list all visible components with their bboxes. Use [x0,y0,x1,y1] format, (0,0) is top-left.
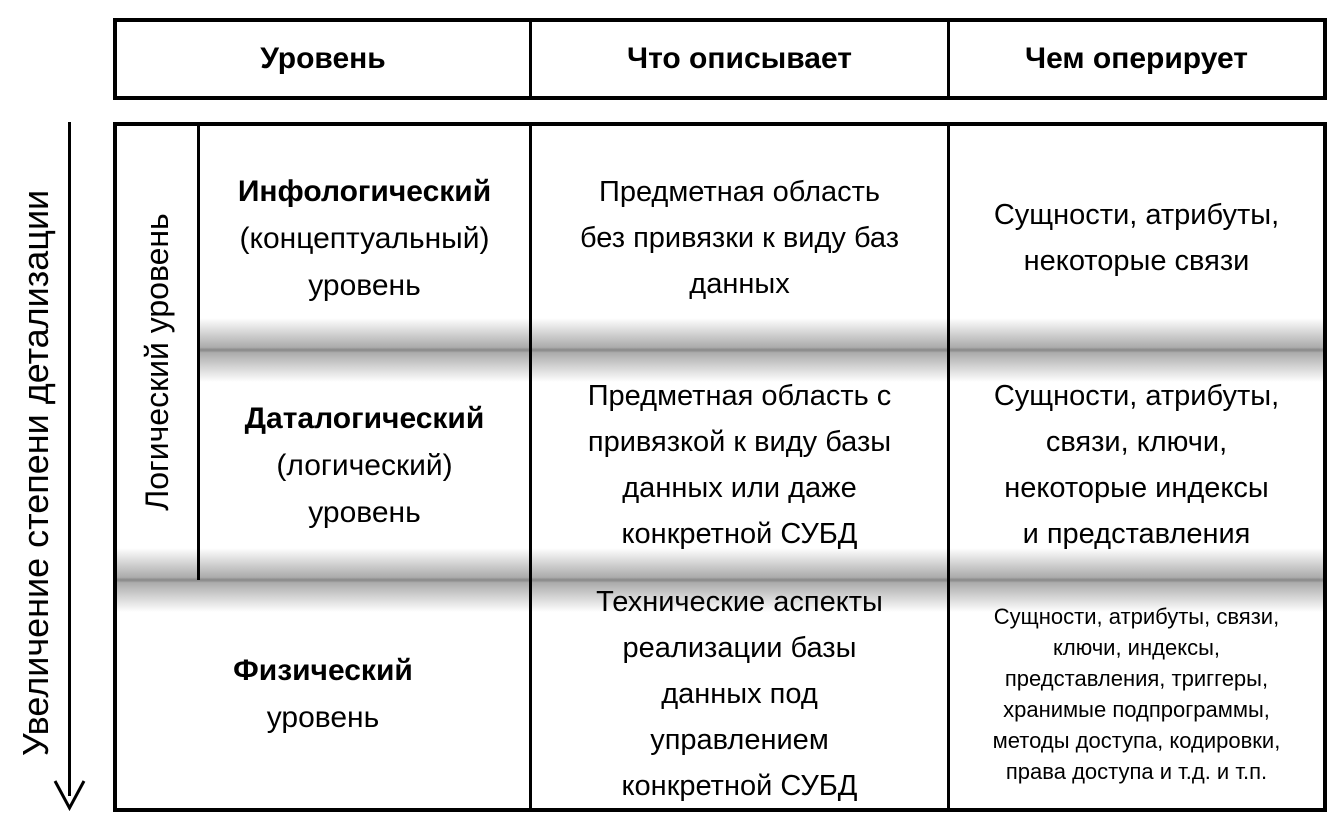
levels-table: Логический уровень Инфологический (конце… [113,122,1327,812]
cell-level-datalogical: Даталогический (логический) уровень [200,350,529,580]
cell-operates-datalogical: Сущности, атрибуты, связи, ключи, некото… [993,380,1280,550]
level-name-bold: Физический [233,654,413,687]
cell-describes-infological: Предметная область без привязки к виду б… [579,176,900,300]
row-separator-band-1 [200,318,1323,382]
header-divider-2 [947,22,950,96]
cell-operates-infological: Сущности, атрибуты, некоторые связи [993,199,1280,277]
arrow-down-icon [53,122,86,812]
header-cell-operates: Чем оперирует [1025,42,1248,75]
cell-level-infological: Инфологический (концептуальный) уровень [200,126,529,350]
column-divider-2 [947,126,950,808]
level-name-rest: уровень [266,701,380,734]
cell-describes-physical: Технические аспекты реализации базы данн… [596,586,883,802]
level-name-rest: (концептуальный) уровень [239,221,490,302]
logical-level-group-label: Логический уровень [139,213,175,511]
level-name-bold: Даталогический [244,401,485,435]
header-row: Уровень Что описывает Чем оперирует [113,18,1327,100]
cell-level-physical: Физический уровень [117,580,529,808]
level-name-bold: Инфологический [237,174,492,208]
header-cell-level: Уровень [260,42,386,75]
cell-describes-datalogical: Предметная область с привязкой к виду ба… [587,380,892,550]
row-separator-band-2 [117,548,1323,612]
group-column-divider [197,126,200,580]
header-cell-describes: Что описывает [627,42,852,75]
column-divider-1 [529,126,532,808]
header-divider-1 [529,22,532,96]
cell-operates-physical: Сущности, атрибуты, связи, ключи, индекс… [992,604,1281,784]
level-name-rest: (логический) уровень [276,448,453,529]
